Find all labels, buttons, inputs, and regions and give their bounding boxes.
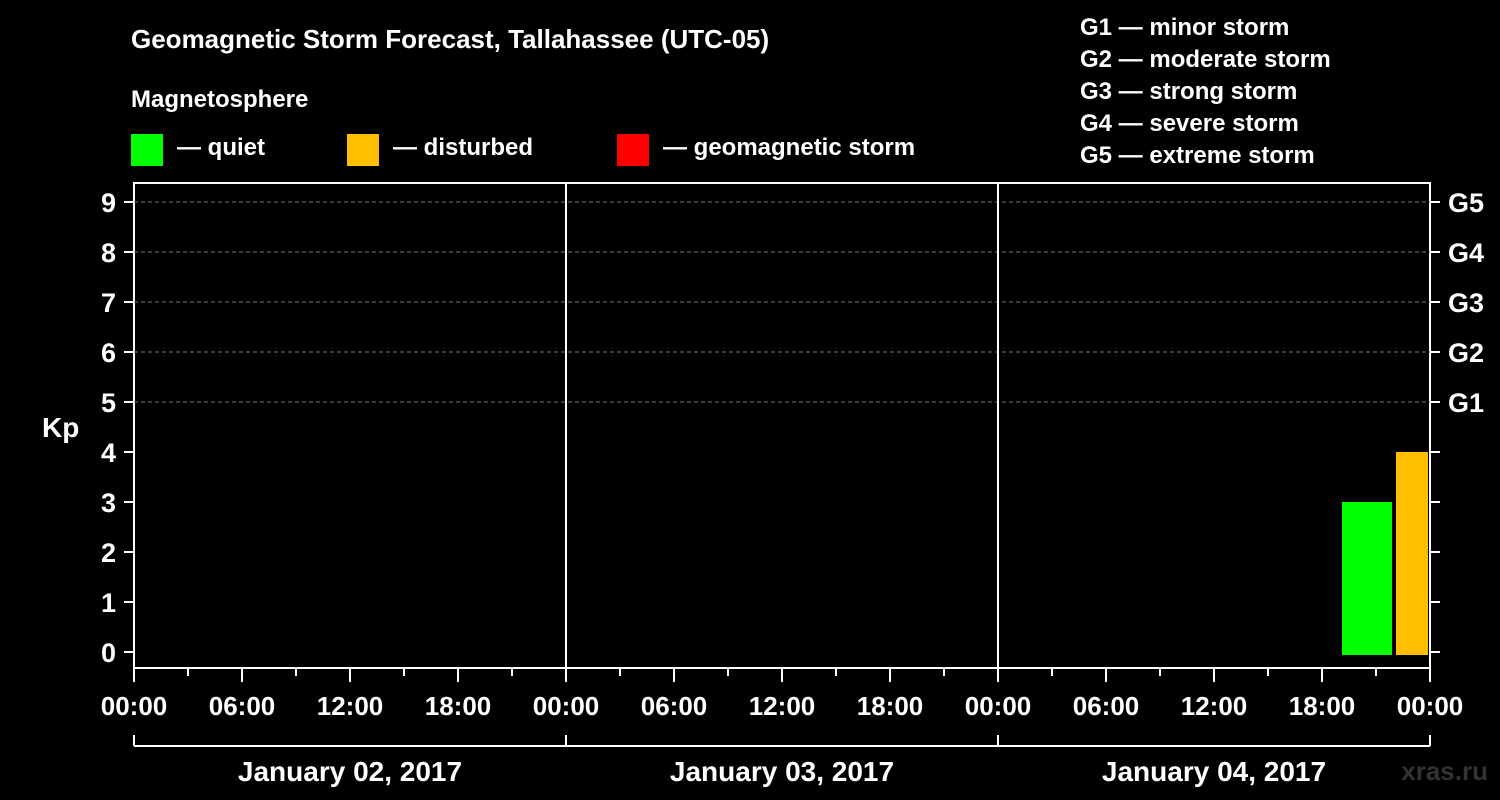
storm-level-g1: G1 — minor storm [1080, 14, 1290, 41]
legend-disturbed-swatch [347, 134, 379, 166]
y-tick-label: 4 [101, 438, 116, 468]
storm-level-g5: G5 — extreme storm [1080, 142, 1315, 169]
x-tick-label: 12:00 [317, 691, 384, 721]
day-label: January 03, 2017 [670, 756, 894, 787]
y-tick-label: 6 [101, 338, 116, 368]
x-tick-label: 06:00 [209, 691, 276, 721]
legend-quiet-label: — quiet [177, 134, 265, 161]
legend-quiet-swatch [131, 134, 163, 166]
x-tick-label: 18:00 [1289, 691, 1356, 721]
x-tick-label: 00:00 [533, 691, 600, 721]
legend-storm-swatch [617, 134, 649, 166]
legend-storm-label: — geomagnetic storm [663, 134, 916, 161]
y-tick-label: 7 [101, 288, 116, 318]
y-tick-label: 8 [101, 238, 116, 268]
plot-frame [133, 182, 1431, 669]
storm-level-g4: G4 — severe storm [1080, 110, 1299, 137]
day-label: January 02, 2017 [238, 756, 462, 787]
x-tick-label: 06:00 [1073, 691, 1140, 721]
legend-disturbed-label: — disturbed [393, 134, 534, 161]
legend-heading: Magnetosphere [131, 86, 309, 113]
g-level-tick-label: G1 [1448, 388, 1484, 418]
y-tick-label: 0 [101, 638, 116, 668]
y-tick-label: 2 [101, 538, 116, 568]
x-tick-label: 00:00 [101, 691, 168, 721]
y-tick-label: 3 [101, 488, 116, 518]
x-tick-label: 06:00 [641, 691, 708, 721]
x-tick-label: 18:00 [425, 691, 492, 721]
storm-level-g2: G2 — moderate storm [1080, 46, 1331, 73]
g-level-tick-label: G2 [1448, 338, 1484, 368]
kp-bar-quiet [1342, 502, 1392, 655]
credit-watermark: xras.ru [1401, 756, 1488, 786]
y-tick-label: 9 [101, 188, 116, 218]
day-label: January 04, 2017 [1102, 756, 1326, 787]
x-tick-label: 12:00 [749, 691, 816, 721]
y-tick-label: 5 [101, 388, 116, 418]
y-axis-label: Kp [42, 412, 80, 443]
x-tick-label: 18:00 [857, 691, 924, 721]
storm-level-g3: G3 — strong storm [1080, 78, 1298, 105]
kp-bar-disturbed [1396, 452, 1428, 655]
g-level-tick-label: G5 [1448, 188, 1484, 218]
g-level-tick-label: G4 [1448, 238, 1484, 268]
x-tick-label: 12:00 [1181, 691, 1248, 721]
x-tick-label: 00:00 [965, 691, 1032, 721]
g-level-tick-label: G3 [1448, 288, 1484, 318]
x-tick-label: 00:00 [1397, 691, 1464, 721]
y-tick-label: 1 [101, 588, 116, 618]
chart-title: Geomagnetic Storm Forecast, Tallahassee … [131, 24, 770, 54]
